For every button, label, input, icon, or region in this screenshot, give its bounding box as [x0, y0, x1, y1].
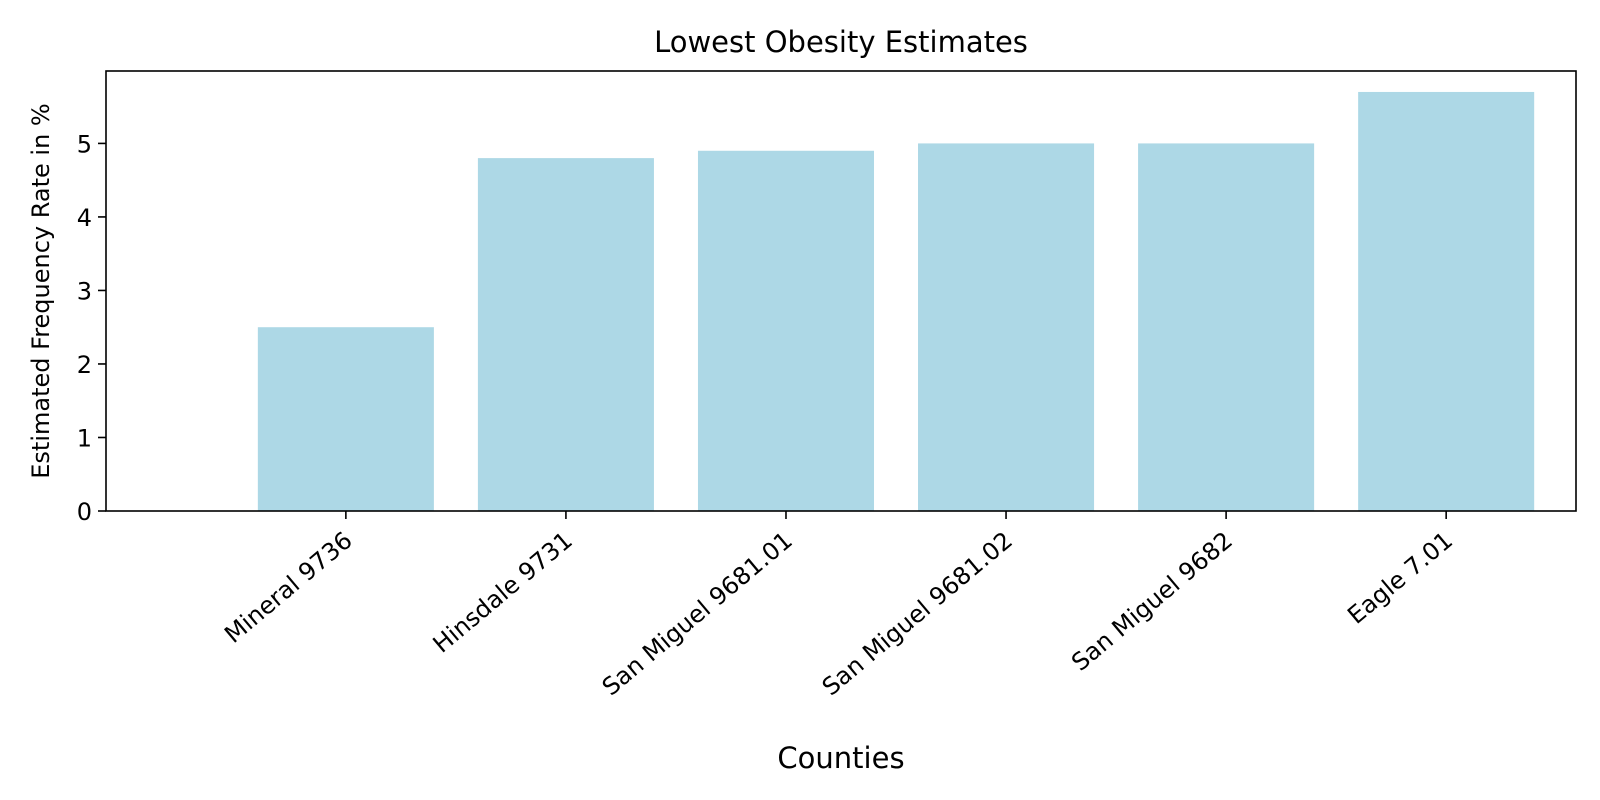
y-tick-label: 1 [77, 424, 92, 452]
bar-0 [257, 327, 434, 511]
x-axis-label: Counties [777, 741, 904, 775]
y-axis-label: Estimated Frequency Rate in % [27, 103, 55, 478]
bar-3 [918, 143, 1095, 511]
bar-4 [1138, 143, 1315, 511]
x-axis-ticks: Mineral 9736 Hinsdale 9731 San Miguel 9681… [219, 511, 1458, 701]
y-tick-label: 2 [77, 351, 92, 379]
x-tick-label: San Miguel 9682 [1066, 526, 1238, 676]
x-tick-label: San Miguel 9681.01 [597, 526, 798, 701]
y-tick-label: 0 [77, 498, 92, 526]
plot-area-frame [105, 70, 1577, 512]
x-tick-label: Mineral 9736 [219, 526, 358, 649]
x-tick-label: Hinsdale 9731 [428, 526, 578, 658]
bar-5 [1358, 91, 1535, 511]
bars-layer [257, 91, 1535, 511]
y-tick-label: 5 [77, 130, 92, 158]
y-axis-ticks: 0 1 2 3 4 5 [77, 130, 106, 526]
x-tick-label: San Miguel 9681.02 [817, 526, 1018, 701]
y-tick-label: 4 [77, 204, 92, 232]
chart-title: Lowest Obesity Estimates [654, 25, 1028, 59]
bar-1 [477, 158, 654, 511]
bar-2 [697, 150, 875, 511]
y-tick-label: 3 [77, 277, 92, 305]
x-tick-label: Eagle 7.01 [1342, 526, 1458, 629]
